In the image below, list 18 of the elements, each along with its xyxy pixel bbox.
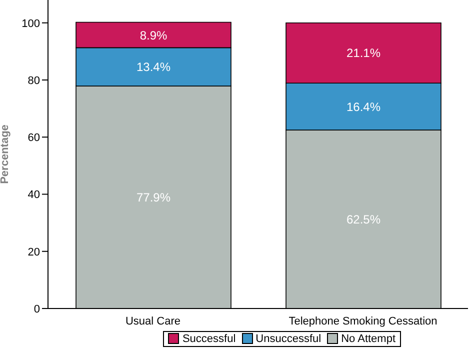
legend-label: Unsuccessful bbox=[254, 332, 322, 344]
data-label: 62.5% bbox=[346, 212, 381, 226]
legend-label: No Attempt bbox=[340, 332, 396, 344]
data-label: 21.1% bbox=[346, 46, 381, 60]
y-tick-label: 20 bbox=[28, 246, 40, 258]
data-label: 16.4% bbox=[346, 100, 381, 114]
y-tick-label: 0 bbox=[34, 303, 40, 316]
data-label: 77.9% bbox=[136, 190, 171, 204]
y-tick-label: 100 bbox=[22, 18, 40, 30]
y-axis-title: Percentage bbox=[0, 124, 11, 184]
x-tick-label: Telephone Smoking Cessation bbox=[288, 315, 438, 328]
legend-label: Successful bbox=[181, 332, 236, 344]
y-tick-label: 60 bbox=[28, 132, 40, 144]
y-tick-label: 80 bbox=[28, 74, 40, 87]
y-tick-label: 40 bbox=[28, 189, 40, 202]
x-tick-label: Usual Care bbox=[125, 315, 181, 328]
data-label: 8.9% bbox=[140, 28, 168, 42]
data-label: 13.4% bbox=[136, 60, 171, 74]
